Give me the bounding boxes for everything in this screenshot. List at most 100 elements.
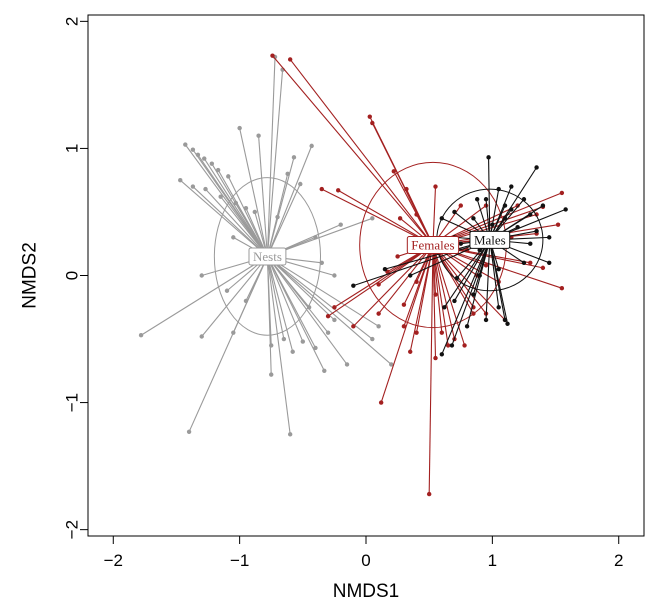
- nests-point: [291, 155, 297, 160]
- nests-point: [332, 317, 337, 323]
- nests-point: [338, 222, 343, 227]
- nests-spoke: [266, 256, 272, 375]
- nests-spoke: [267, 256, 392, 365]
- nests-point: [344, 362, 350, 367]
- y-tick-label: 0: [63, 271, 82, 280]
- males-point: [496, 186, 501, 192]
- males-point: [382, 266, 388, 272]
- males-point: [528, 241, 533, 246]
- females-point: [408, 349, 413, 354]
- nests-point: [218, 194, 223, 199]
- males-point: [452, 298, 457, 304]
- females-point: [433, 292, 438, 297]
- females-label-text: Females: [411, 238, 454, 253]
- y-tick-label: −2: [63, 520, 82, 539]
- males-point: [534, 228, 539, 234]
- nests-spoke: [267, 255, 379, 327]
- nests-spoke: [266, 256, 325, 372]
- males-point: [534, 165, 539, 170]
- nests-point: [186, 429, 192, 434]
- x-tick-label: −2: [104, 551, 123, 570]
- nests-spoke: [205, 188, 268, 257]
- nests-point: [237, 125, 242, 131]
- x-tick-label: 2: [614, 551, 623, 570]
- x-axis-title: NMDS1: [333, 581, 400, 602]
- nests-spoke: [140, 255, 268, 336]
- females-point: [426, 491, 432, 497]
- nests-point: [195, 152, 201, 157]
- nests-point: [252, 209, 257, 215]
- males-point: [528, 212, 533, 217]
- males-point: [509, 184, 514, 189]
- females-spoke: [403, 244, 434, 305]
- nests-spoke: [266, 256, 348, 365]
- nests-point: [313, 235, 318, 240]
- males-point: [483, 197, 489, 202]
- nests-point: [370, 336, 375, 342]
- nests-point: [306, 305, 312, 310]
- nests-point: [269, 343, 274, 348]
- nests-spoke: [188, 256, 268, 433]
- males-point: [408, 273, 413, 278]
- females-spoke: [432, 244, 449, 346]
- males-spoke: [485, 239, 491, 321]
- females-point: [414, 279, 419, 285]
- males-spoke: [451, 239, 491, 346]
- males-spoke: [353, 239, 491, 287]
- nests-point: [231, 235, 236, 240]
- females-point: [401, 302, 407, 307]
- females-point: [378, 400, 384, 405]
- females-spoke: [321, 188, 434, 246]
- males-spoke: [453, 239, 491, 302]
- nests-spoke: [266, 69, 284, 257]
- females-spoke: [337, 189, 434, 246]
- females-point: [559, 190, 565, 196]
- nests-point: [370, 216, 375, 221]
- males-point: [442, 305, 447, 310]
- females-point: [540, 265, 546, 271]
- nests-spoke: [179, 179, 268, 257]
- nests-spoke: [266, 256, 304, 342]
- axes-layer: −2 −1 0 1 2 −2 −1 0 1 2: [63, 17, 624, 570]
- y-axis-title: NMDS2: [20, 242, 41, 309]
- males-point: [454, 275, 460, 281]
- nests-point: [233, 200, 239, 206]
- males-point: [486, 155, 491, 160]
- males-centroid-label: Males: [469, 230, 511, 249]
- nests-point: [389, 362, 394, 367]
- nests-point: [226, 174, 231, 179]
- nests-point: [224, 288, 230, 293]
- females-point: [414, 212, 419, 217]
- nests-point: [256, 133, 261, 138]
- females-spoke: [272, 55, 434, 246]
- females-point: [367, 114, 372, 119]
- nests-spoke: [266, 256, 294, 352]
- males-point: [496, 266, 501, 272]
- males-point: [547, 260, 552, 265]
- females-point: [404, 186, 409, 192]
- nests-point: [275, 214, 280, 220]
- nests-point: [190, 147, 196, 152]
- males-spoke: [489, 239, 500, 308]
- nests-point: [138, 333, 144, 338]
- nests-label-text: Nests: [253, 249, 282, 264]
- females-point: [287, 57, 293, 62]
- nests-spoke: [203, 158, 268, 257]
- females-spoke: [432, 244, 437, 359]
- nests-spoke: [239, 127, 268, 257]
- males-point: [540, 203, 546, 208]
- nests-point: [309, 143, 314, 149]
- females-spoke: [334, 244, 434, 308]
- nests-point: [199, 273, 204, 278]
- nests-spoke: [258, 135, 268, 257]
- x-tick-label: −1: [230, 551, 249, 570]
- males-point: [505, 321, 510, 326]
- males-point: [515, 225, 520, 230]
- y-tick-label: 2: [63, 17, 82, 26]
- females-point: [439, 330, 445, 335]
- nests-point: [209, 161, 215, 166]
- nests-point: [313, 345, 318, 351]
- nests-point: [190, 184, 196, 189]
- females-spoke: [432, 244, 455, 340]
- males-spoke: [441, 239, 491, 355]
